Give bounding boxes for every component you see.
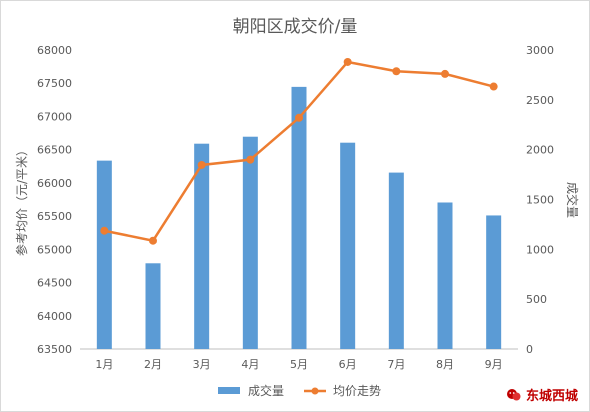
wechat-icon xyxy=(506,388,521,400)
y-tick-right-label: 1500 xyxy=(526,194,554,207)
bar-9月 xyxy=(486,215,502,349)
legend-bar-swatch xyxy=(218,387,240,394)
point-7月 xyxy=(392,67,401,76)
y-tick-right-label: 500 xyxy=(526,293,547,306)
point-1月 xyxy=(100,226,109,235)
legend-line-label: 均价走势 xyxy=(333,384,381,398)
point-9月 xyxy=(489,82,498,91)
y-tick-left-label: 67500 xyxy=(37,77,72,90)
y-tick-left-label: 64000 xyxy=(37,310,72,323)
y-tick-left-label: 67000 xyxy=(37,110,72,123)
watermark-text: 东城西城 xyxy=(525,389,578,404)
point-4月 xyxy=(246,155,255,164)
legend-bar-label: 成交量 xyxy=(248,383,284,398)
x-tick-label: 5月 xyxy=(290,358,308,371)
y-tick-left-label: 64500 xyxy=(37,277,72,290)
y-tick-right-label: 2500 xyxy=(526,94,554,107)
bar-2月 xyxy=(145,263,161,349)
bar-5月 xyxy=(291,86,307,350)
legend: 成交量 均价走势 xyxy=(218,383,381,398)
chart-title: 朝阳区成交价/量 xyxy=(233,17,358,37)
y-tick-left-label: 66000 xyxy=(37,177,72,190)
legend-line-marker xyxy=(311,387,319,395)
bar-4月 xyxy=(242,136,258,349)
x-tick-label: 3月 xyxy=(193,358,211,371)
y-tick-right-label: 3000 xyxy=(526,44,554,57)
y-tick-left-label: 65000 xyxy=(37,243,72,256)
point-6月 xyxy=(343,57,352,66)
y-axis-label-right: 成交量 xyxy=(565,182,580,218)
bar-8月 xyxy=(437,202,453,349)
x-tick-label: 4月 xyxy=(241,358,259,371)
y-tick-left-label: 63500 xyxy=(37,343,72,356)
x-tick-label: 2月 xyxy=(144,358,162,371)
point-8月 xyxy=(441,69,449,78)
x-tick-label: 8月 xyxy=(436,358,454,371)
x-tick-label: 6月 xyxy=(339,358,357,371)
x-tick-label: 9月 xyxy=(485,358,503,371)
bar-1月 xyxy=(96,160,112,349)
watermark: 东城西城 xyxy=(501,384,582,405)
bar-6月 xyxy=(340,142,356,349)
y-tick-right-label: 0 xyxy=(526,343,533,356)
bar-7月 xyxy=(388,172,404,349)
point-2月 xyxy=(149,236,157,245)
x-tick-label: 7月 xyxy=(387,358,405,371)
y-tick-left-label: 68000 xyxy=(37,44,72,57)
x-tick-label: 1月 xyxy=(95,358,113,371)
y-tick-left-label: 65500 xyxy=(37,210,72,223)
y-tick-right-label: 2000 xyxy=(526,144,554,157)
point-3月 xyxy=(197,160,206,169)
y-tick-right-label: 1000 xyxy=(526,243,554,256)
y-axis-label-left: 参考均价（元/平米） xyxy=(14,144,29,256)
y-tick-left-label: 66500 xyxy=(37,144,72,157)
point-5月 xyxy=(295,113,303,122)
bar-3月 xyxy=(194,143,210,349)
